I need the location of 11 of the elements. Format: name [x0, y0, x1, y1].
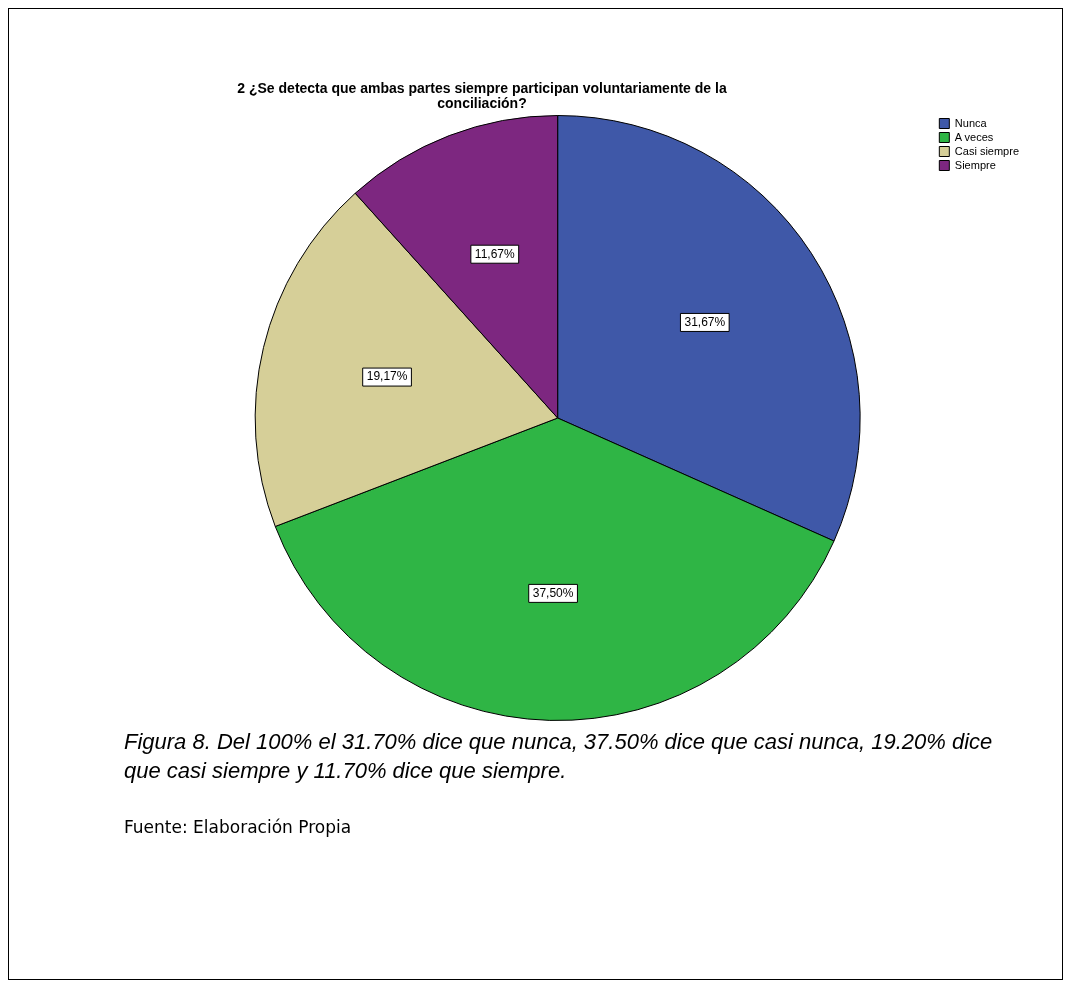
- chart-title: 2 ¿Se detecta que ambas partes siempre participan voluntariamente de la conciliación?: [236, 80, 728, 111]
- legend-label: Siempre: [954, 158, 996, 171]
- data-label: 19,17%: [366, 369, 408, 384]
- data-label: 37,50%: [532, 585, 574, 600]
- text: Figura 8. Del 100% el 31.70% dice que nunca, 37.50% dice que casi nunca, 19.20% dice que casi siempre y 11.70% dice que siempre.: [124, 728, 994, 785]
- legend-label: A veces: [954, 130, 994, 143]
- source-note: Fuente: Elaboración Propia: [124, 817, 352, 837]
- legend-label: Casi siempre: [954, 144, 1019, 157]
- data-label: 11,67%: [474, 246, 515, 261]
- legend-label: Nunca: [954, 116, 988, 129]
- data-label: 31,67%: [684, 314, 726, 329]
